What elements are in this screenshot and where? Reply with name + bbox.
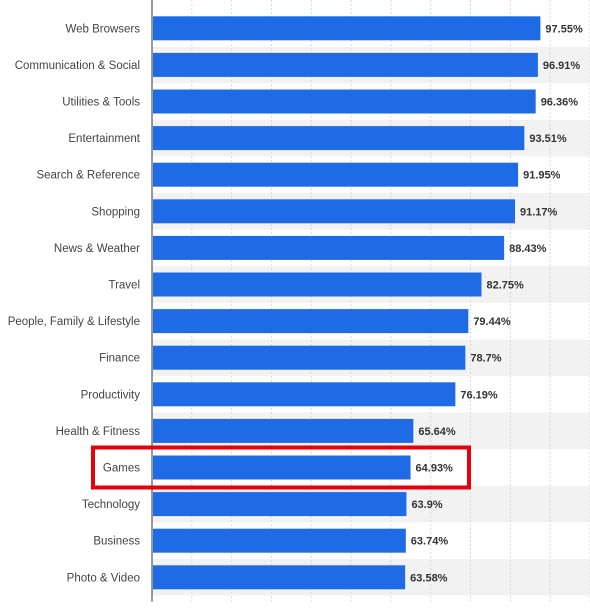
category-label: Health & Fitness — [56, 426, 141, 438]
bar — [153, 162, 519, 187]
data-label: 96.36% — [541, 97, 579, 109]
data-label: 63.9% — [411, 499, 442, 511]
bar — [153, 492, 407, 517]
bar — [153, 382, 456, 407]
data-label: 91.17% — [520, 206, 558, 218]
highlight-box — [91, 445, 471, 490]
data-label: 82.75% — [486, 280, 524, 292]
bar — [153, 345, 466, 370]
data-label: 91.95% — [523, 170, 561, 182]
data-label: 65.64% — [418, 426, 456, 438]
data-label: 78.7% — [470, 353, 501, 365]
bar — [153, 528, 406, 553]
category-label: Finance — [99, 353, 140, 365]
bar — [153, 418, 414, 443]
category-label: Shopping — [91, 206, 140, 218]
data-label: 97.55% — [545, 23, 583, 35]
category-label: Photo & Video — [67, 572, 140, 584]
data-label: 79.44% — [473, 316, 511, 328]
category-label: News & Weather — [54, 243, 140, 255]
category-label: Travel — [108, 280, 140, 292]
data-label: 88.43% — [509, 243, 547, 255]
bar — [153, 16, 541, 41]
bar — [153, 89, 536, 114]
category-label: Technology — [82, 499, 140, 511]
bar — [153, 235, 505, 260]
category-label: Web Browsers — [65, 23, 140, 35]
data-label: 93.51% — [529, 133, 567, 145]
bar — [153, 565, 406, 590]
category-label: Entertainment — [68, 133, 140, 145]
category-label: Business — [93, 536, 140, 548]
category-label: Games — [103, 463, 140, 475]
data-label: 76.19% — [460, 389, 498, 401]
data-label: 63.74% — [411, 536, 449, 548]
bar — [153, 455, 411, 480]
data-label: 64.93% — [416, 463, 454, 475]
category-label: Search & Reference — [36, 170, 140, 182]
data-label: 96.91% — [543, 60, 581, 72]
bar — [153, 199, 516, 224]
category-label: People, Family & Lifestyle — [8, 316, 140, 328]
bar — [153, 309, 469, 334]
data-label: 63.58% — [410, 572, 448, 584]
category-label: Utilities & Tools — [62, 97, 140, 109]
category-label: Communication & Social — [15, 60, 140, 72]
bar — [153, 52, 538, 77]
bar — [153, 272, 482, 297]
category-label: Productivity — [81, 389, 141, 401]
bar — [153, 126, 525, 151]
